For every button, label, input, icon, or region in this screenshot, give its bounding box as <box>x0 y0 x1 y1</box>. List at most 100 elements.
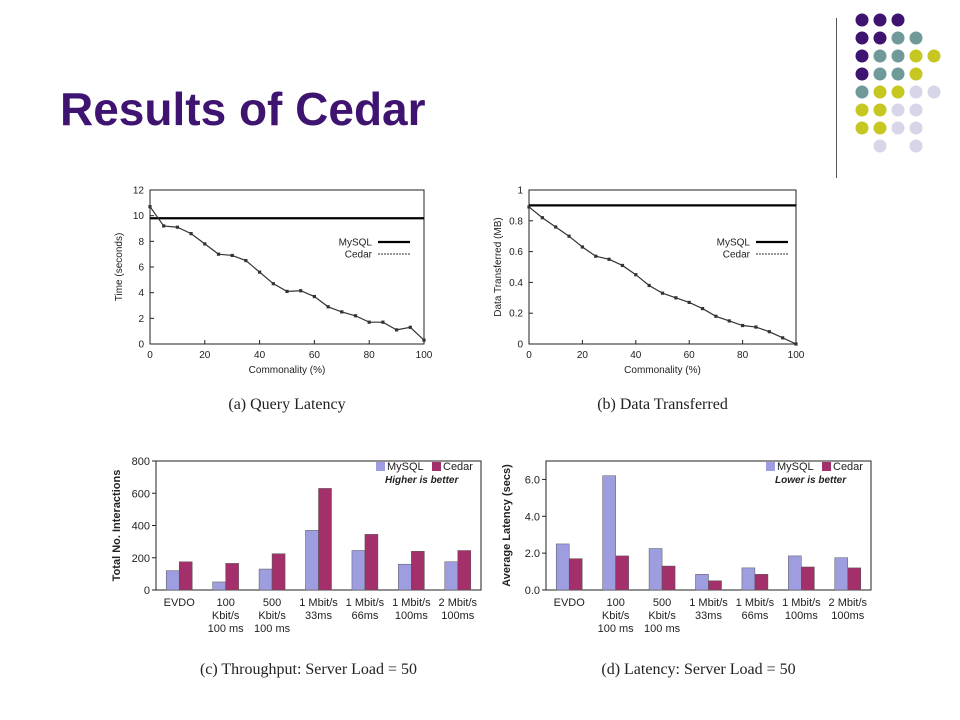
x-tick-label: 20 <box>577 350 589 361</box>
legend-label-cedar: Cedar <box>833 461 863 473</box>
decorative-dot <box>909 121 923 135</box>
bar-cedar <box>568 558 583 591</box>
y-tick-label: 0 <box>138 340 144 351</box>
y-axis-label: Time (seconds) <box>114 233 125 302</box>
x-tick-label: 40 <box>254 350 266 361</box>
decorative-dot <box>891 13 905 27</box>
data-point-cedar <box>340 310 344 314</box>
y-tick-label: 800 <box>132 456 150 468</box>
x-category-label: 66ms <box>351 610 378 622</box>
x-category-label: 66ms <box>741 610 768 622</box>
bar-cedar <box>661 565 676 591</box>
decorative-dot <box>909 103 923 117</box>
bar-cedar <box>801 566 815 591</box>
chart-caption: (b) Data Transferred <box>597 396 728 413</box>
x-category-label: 500 <box>653 597 671 609</box>
chart-throughput: 0 200 400 600 800 Total No. Interactions EVDO 1… <box>111 456 482 678</box>
bar-mysql <box>398 563 412 591</box>
x-category-label: 2 Mbit/s <box>829 597 868 609</box>
data-point-cedar <box>422 338 426 342</box>
slide-title: Results of Cedar <box>60 83 426 135</box>
data-point-cedar <box>312 294 316 299</box>
data-point-cedar <box>527 205 531 209</box>
data-point-cedar <box>367 320 371 324</box>
data-point-cedar <box>395 328 399 332</box>
y-tick-label: 2.0 <box>525 548 540 560</box>
decorative-dot <box>855 103 869 117</box>
data-point-cedar <box>540 216 544 220</box>
y-tick-label: 0.8 <box>509 216 523 227</box>
x-category-label: 100 ms <box>598 623 635 635</box>
chart-data-transferred: 0 20 40 60 80 100 0 0.2 0.4 0.6 0.8 1 Commonality (%… <box>493 186 805 414</box>
bar-mysql <box>741 567 756 591</box>
bar-cedar <box>411 551 425 591</box>
data-point-cedar <box>580 245 584 249</box>
x-category-label: 100 <box>216 597 234 609</box>
x-tick-label: 0 <box>147 350 153 361</box>
data-point-cedar <box>620 263 625 268</box>
x-category-label: 1 Mbit/s <box>299 597 338 609</box>
decorative-dot <box>855 67 869 81</box>
x-category-label: EVDO <box>164 597 196 609</box>
data-point-cedar <box>175 225 179 229</box>
y-tick-label: 0 <box>144 585 150 597</box>
data-point-cedar <box>594 254 598 258</box>
chart-query-latency: 0 20 40 60 80 100 0 2 4 6 8 10 12 Commonality (%) Time… <box>114 186 433 414</box>
x-category-label: 100 <box>606 597 624 609</box>
x-category-label: 100ms <box>441 610 475 622</box>
data-point-cedar <box>216 252 221 256</box>
legend-label-mysql: MySQL <box>387 461 424 473</box>
decorative-dot <box>855 31 869 45</box>
x-category-label: 1 Mbit/s <box>736 597 775 609</box>
bar-cedar <box>457 550 472 591</box>
decorative-dot <box>855 85 869 99</box>
bar-mysql <box>351 550 366 591</box>
legend-label-cedar: Cedar <box>345 250 373 261</box>
y-axis-label: Total No. Interactions <box>111 470 123 582</box>
x-category-label: Kbit/s <box>212 610 240 622</box>
x-tick-label: 40 <box>630 350 642 361</box>
data-point-cedar <box>148 205 152 209</box>
y-tick-label: 400 <box>132 521 150 533</box>
x-category-label: 500 <box>263 597 281 609</box>
bar-cedar <box>615 555 629 591</box>
data-point-cedar <box>381 320 385 324</box>
decorative-dot-grid <box>855 13 941 153</box>
x-tick-label: 20 <box>199 350 211 361</box>
x-category-label: 2 Mbit/s <box>439 597 478 609</box>
y-axis-label: Average Latency (secs) <box>501 464 513 587</box>
bar-mysql <box>165 570 180 591</box>
x-category-label: 1 Mbit/s <box>689 597 728 609</box>
x-tick-label: 100 <box>416 350 433 361</box>
legend-label-mysql: MySQL <box>717 238 751 249</box>
bar-cedar <box>178 561 193 591</box>
y-tick-label: 0.0 <box>525 585 540 597</box>
chart-caption: (a) Query Latency <box>228 396 345 413</box>
decorative-dot <box>873 103 887 117</box>
legend-label-cedar: Cedar <box>443 461 473 473</box>
bar-mysql <box>602 475 616 591</box>
y-tick-label: 600 <box>132 488 150 500</box>
data-point-cedar <box>647 283 651 288</box>
legend-swatch-mysql <box>376 462 385 471</box>
bar-mysql <box>444 561 459 591</box>
series-line-cedar <box>149 206 425 341</box>
x-category-label: 1 Mbit/s <box>392 597 431 609</box>
chart-caption: (d) Latency: Server Load = 50 <box>601 661 795 678</box>
data-point-cedar <box>727 319 731 323</box>
chart-note: Higher is better <box>385 475 459 486</box>
y-tick-label: 2 <box>138 314 144 325</box>
x-axis-label: Commonality (%) <box>249 365 326 376</box>
data-point-cedar <box>244 258 248 263</box>
decorative-dot <box>855 49 869 63</box>
chart-latency: 0.0 2.0 4.0 6.0 Average Latency (secs) EVDO 10… <box>501 460 872 678</box>
decorative-dot <box>873 121 887 135</box>
legend-swatch-cedar <box>822 462 831 471</box>
bar-mysql <box>788 555 802 591</box>
data-point-cedar <box>299 289 303 293</box>
x-category-label: Kbit/s <box>258 610 286 622</box>
y-tick-label: 4 <box>138 288 144 299</box>
bar-mysql <box>648 548 663 591</box>
legend-swatch-mysql <box>766 462 775 471</box>
y-tick-label: 0 <box>517 340 523 351</box>
